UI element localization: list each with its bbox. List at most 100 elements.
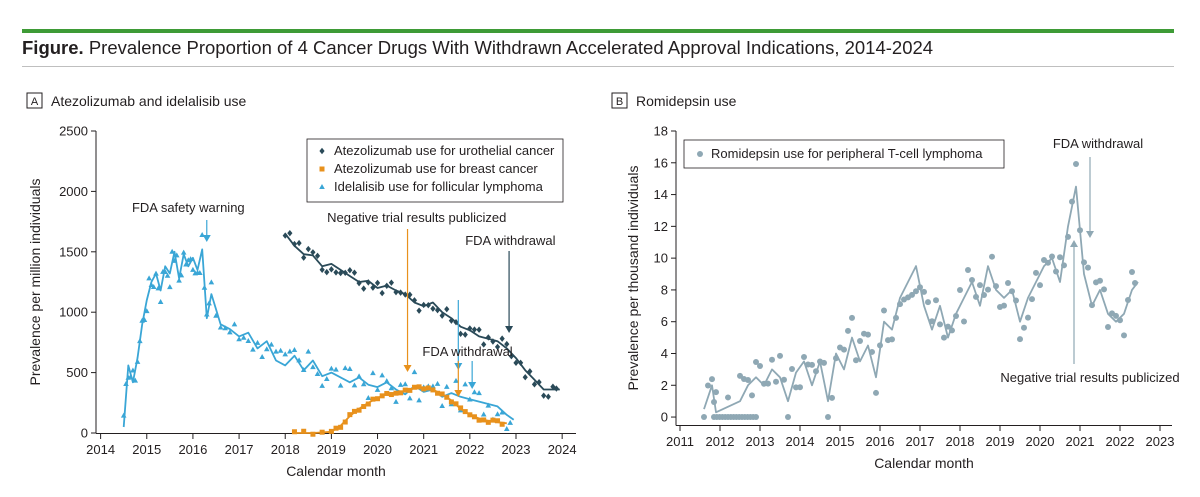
idelalisib-marker xyxy=(268,341,275,347)
romidepsin-marker xyxy=(957,287,963,294)
y-tick-label-B: 18 xyxy=(654,124,668,139)
romidepsin-marker xyxy=(1121,332,1127,339)
romidepsin-marker xyxy=(913,288,919,295)
romidepsin-marker xyxy=(809,361,815,368)
romidepsin-marker xyxy=(1057,254,1063,261)
breast-marker xyxy=(476,417,482,423)
romidepsin-marker xyxy=(1017,336,1023,343)
idelalisib-marker xyxy=(503,425,510,431)
urothelial-marker xyxy=(319,266,325,273)
urothelial-marker xyxy=(361,285,367,292)
romidepsin-marker xyxy=(1085,264,1091,271)
romidepsin-marker xyxy=(825,414,831,421)
romidepsin-marker xyxy=(1073,161,1079,168)
idelalisib-marker xyxy=(190,266,196,272)
idelalisib-marker xyxy=(453,377,459,383)
urothelial-marker xyxy=(476,326,482,333)
idelalisib-marker xyxy=(245,338,252,344)
romidepsin-marker xyxy=(985,286,991,293)
romidepsin-marker xyxy=(1001,302,1007,309)
romidepsin-marker xyxy=(1005,279,1011,286)
urothelial-marker xyxy=(310,249,316,256)
romidepsin-marker xyxy=(797,384,803,391)
urothelial-marker xyxy=(314,252,321,260)
idelalisib-marker xyxy=(365,395,372,401)
breast-line xyxy=(294,387,507,434)
idelalisib-marker xyxy=(222,325,229,331)
romidepsin-marker xyxy=(965,267,971,274)
annotation-fda-safety-warning: FDA safety warning xyxy=(132,200,245,215)
romidepsin-marker xyxy=(881,307,887,314)
arrow-negative-trial-orange-head xyxy=(403,365,412,372)
idelalisib-marker xyxy=(443,383,450,389)
figure-title: Figure. Prevalence Proportion of 4 Cance… xyxy=(22,37,933,59)
idelalisib-marker xyxy=(383,378,390,384)
urothelial-marker xyxy=(541,392,547,399)
urothelial-marker xyxy=(411,297,418,304)
y-tick-label-B: 2 xyxy=(661,378,668,393)
idelalisib-marker xyxy=(328,365,335,371)
x-tick-label-B: 2021 xyxy=(1066,434,1095,449)
urothelial-marker xyxy=(374,279,381,287)
x-tick-label-A: 2020 xyxy=(363,442,392,457)
idelalisib-marker xyxy=(471,389,478,395)
idelalisib-marker xyxy=(499,409,505,415)
arrow-withdrawal-idela-head xyxy=(468,382,477,389)
y-tick-label-A: 1000 xyxy=(59,305,88,320)
idelalisib-marker xyxy=(342,365,349,371)
romidepsin-marker xyxy=(925,299,931,306)
urothelial-marker xyxy=(379,289,385,297)
x-tick-label-B: 2019 xyxy=(986,434,1015,449)
x-tick-label-A: 2022 xyxy=(455,442,484,457)
legend-label-A-0: Atezolizumab use for urothelial cancer xyxy=(334,143,555,158)
urothelial-line xyxy=(284,233,560,391)
figure-label: Figure. xyxy=(22,37,84,58)
x-tick-label-B: 2018 xyxy=(946,434,975,449)
x-tick-label-A: 2016 xyxy=(178,442,207,457)
idelalisib-marker xyxy=(439,403,445,409)
idelalisib-marker xyxy=(208,279,215,285)
urothelial-marker xyxy=(287,229,293,237)
idelalisib-marker xyxy=(167,284,173,290)
idelalisib-marker xyxy=(231,321,238,327)
x-tick-label-B: 2016 xyxy=(866,434,895,449)
y-tick-label-B: 4 xyxy=(661,346,668,361)
x-tick-label-A: 2014 xyxy=(86,442,115,457)
idelalisib-marker xyxy=(180,249,187,255)
romidepsin-marker xyxy=(961,318,967,325)
romidepsin-marker xyxy=(865,331,871,338)
x-axis-label-B: Calendar month xyxy=(874,455,974,471)
y-tick-label-B: 8 xyxy=(661,282,668,297)
legend-box-A xyxy=(306,138,564,203)
romidepsin-marker xyxy=(769,356,775,363)
idelalisib-marker xyxy=(176,277,182,283)
romidepsin-marker xyxy=(1021,324,1027,331)
breast-marker xyxy=(347,412,353,418)
urothelial-marker xyxy=(430,305,436,312)
panel-title-B: Romidepsin use xyxy=(636,93,737,109)
annotation-fda-withdrawal-romi: FDA withdrawal xyxy=(1053,136,1143,151)
urothelial-marker xyxy=(333,269,339,276)
y-tick-label-A: 500 xyxy=(66,365,88,380)
idelalisib-marker xyxy=(402,381,409,387)
arrow-withdrawal-breast-head xyxy=(454,390,463,397)
arrow-negative-trial-romi-head xyxy=(1070,240,1078,247)
idelalisib-marker xyxy=(337,382,344,388)
legend-marker-A-2 xyxy=(319,184,325,189)
legend-marker-A-1 xyxy=(319,166,325,172)
romidepsin-marker xyxy=(909,291,915,298)
idelalisib-marker xyxy=(277,347,284,353)
breast-marker xyxy=(499,421,505,427)
idelalisib-marker xyxy=(250,346,256,352)
idelalisib-marker xyxy=(319,382,325,388)
romidepsin-marker xyxy=(725,394,731,401)
panel-title-A: Atezolizumab and idelalisib use xyxy=(51,93,247,109)
romidepsin-marker xyxy=(701,414,707,421)
x-tick-label-B: 2013 xyxy=(746,434,775,449)
romidepsin-marker xyxy=(1049,253,1055,260)
y-axis-label-B: Prevalence per thousand individuals xyxy=(625,166,641,391)
idelalisib-marker xyxy=(240,334,247,340)
urothelial-marker xyxy=(370,284,376,291)
romidepsin-marker xyxy=(785,414,791,421)
